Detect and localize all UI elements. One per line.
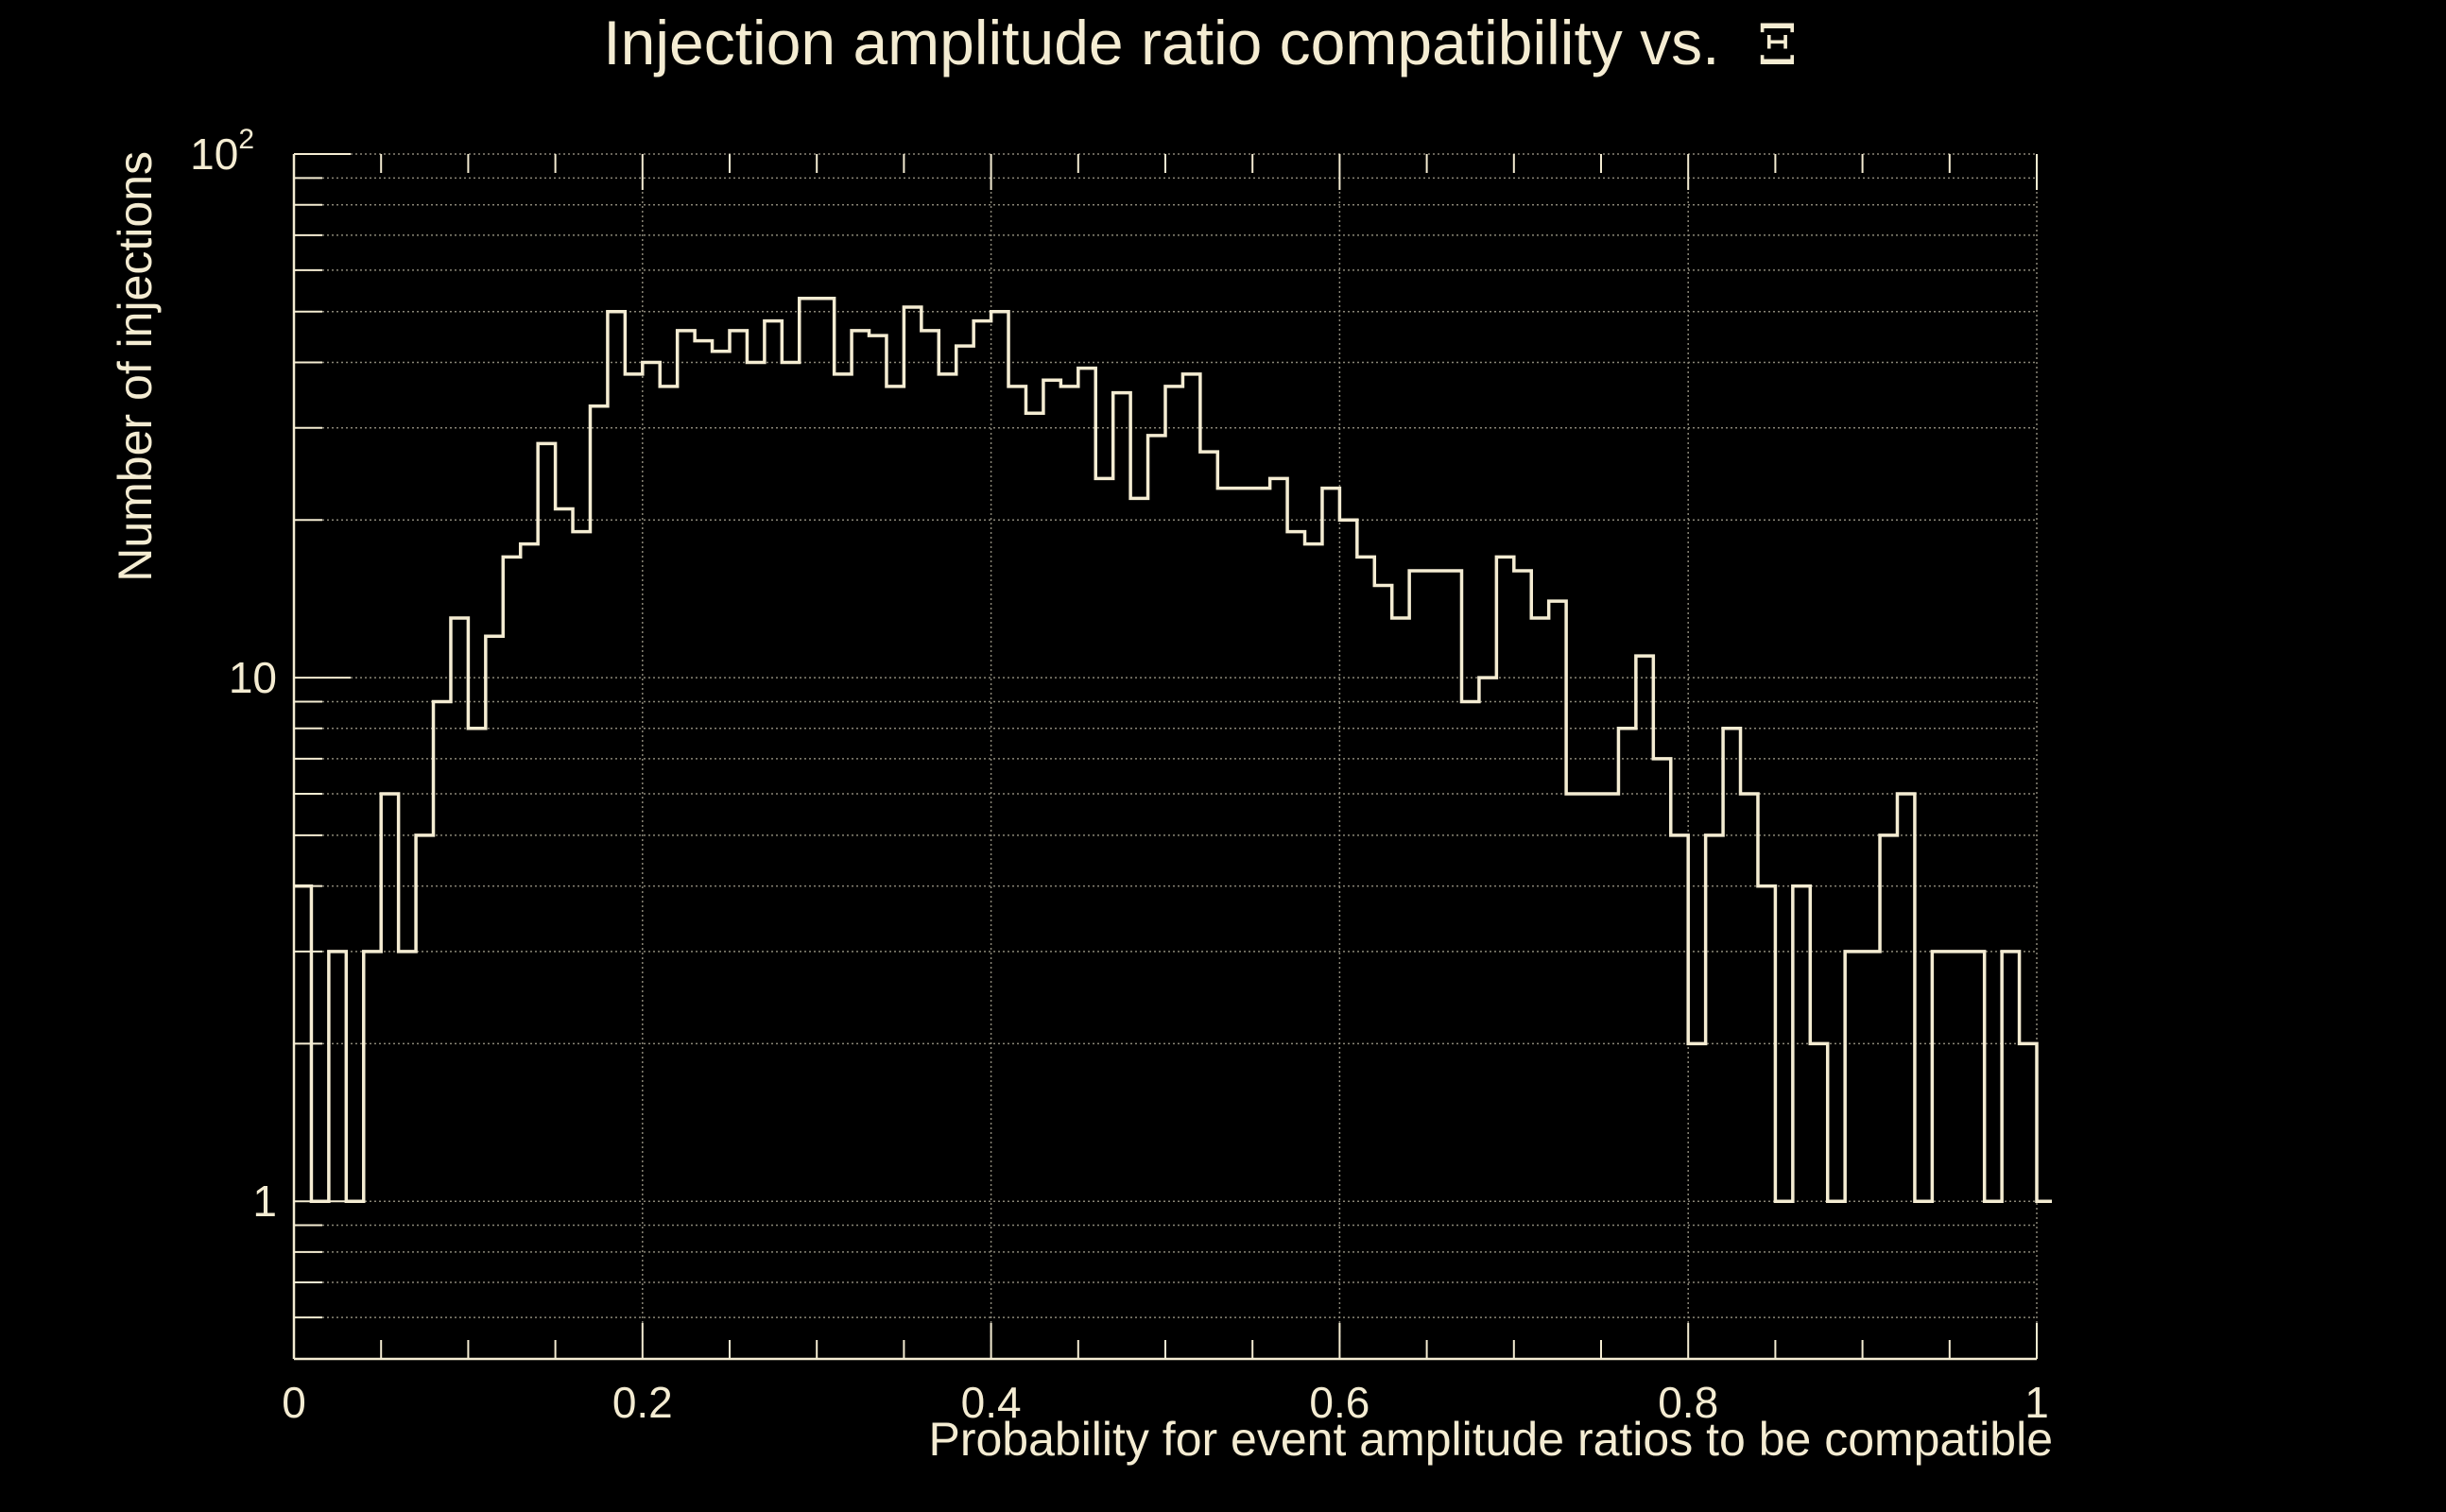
axis-layer: [292, 153, 2038, 1361]
grid-layer: [293, 153, 2038, 1360]
x-tick-label: 0.6: [1309, 1378, 1369, 1427]
histogram-outline: [294, 297, 2052, 1203]
y-tick-label: 1: [252, 1177, 277, 1226]
tick-labels: 0 0.2 0.4 0.6 0.8 1 1 10 102: [190, 124, 2049, 1427]
y-tick-label: 10: [229, 653, 277, 702]
x-tick-label: 0.8: [1658, 1378, 1718, 1427]
x-axis-label: Probability for event amplitude ratios t…: [928, 1413, 2053, 1466]
chart-title-text: Injection amplitude ratio compatibility …: [603, 8, 1719, 77]
chart-title-symbol: Ξ: [1757, 12, 1797, 78]
x-tick-label: 0: [282, 1378, 306, 1427]
y-tick-label: 102: [190, 124, 254, 179]
y-axis-label: Number of injections: [109, 151, 162, 582]
x-tick-label: 1: [2024, 1378, 2049, 1427]
chart-title: Injection amplitude ratio compatibility …: [603, 8, 1797, 78]
x-tick-label: 0.4: [961, 1378, 1022, 1427]
x-tick-label: 0.2: [612, 1378, 673, 1427]
